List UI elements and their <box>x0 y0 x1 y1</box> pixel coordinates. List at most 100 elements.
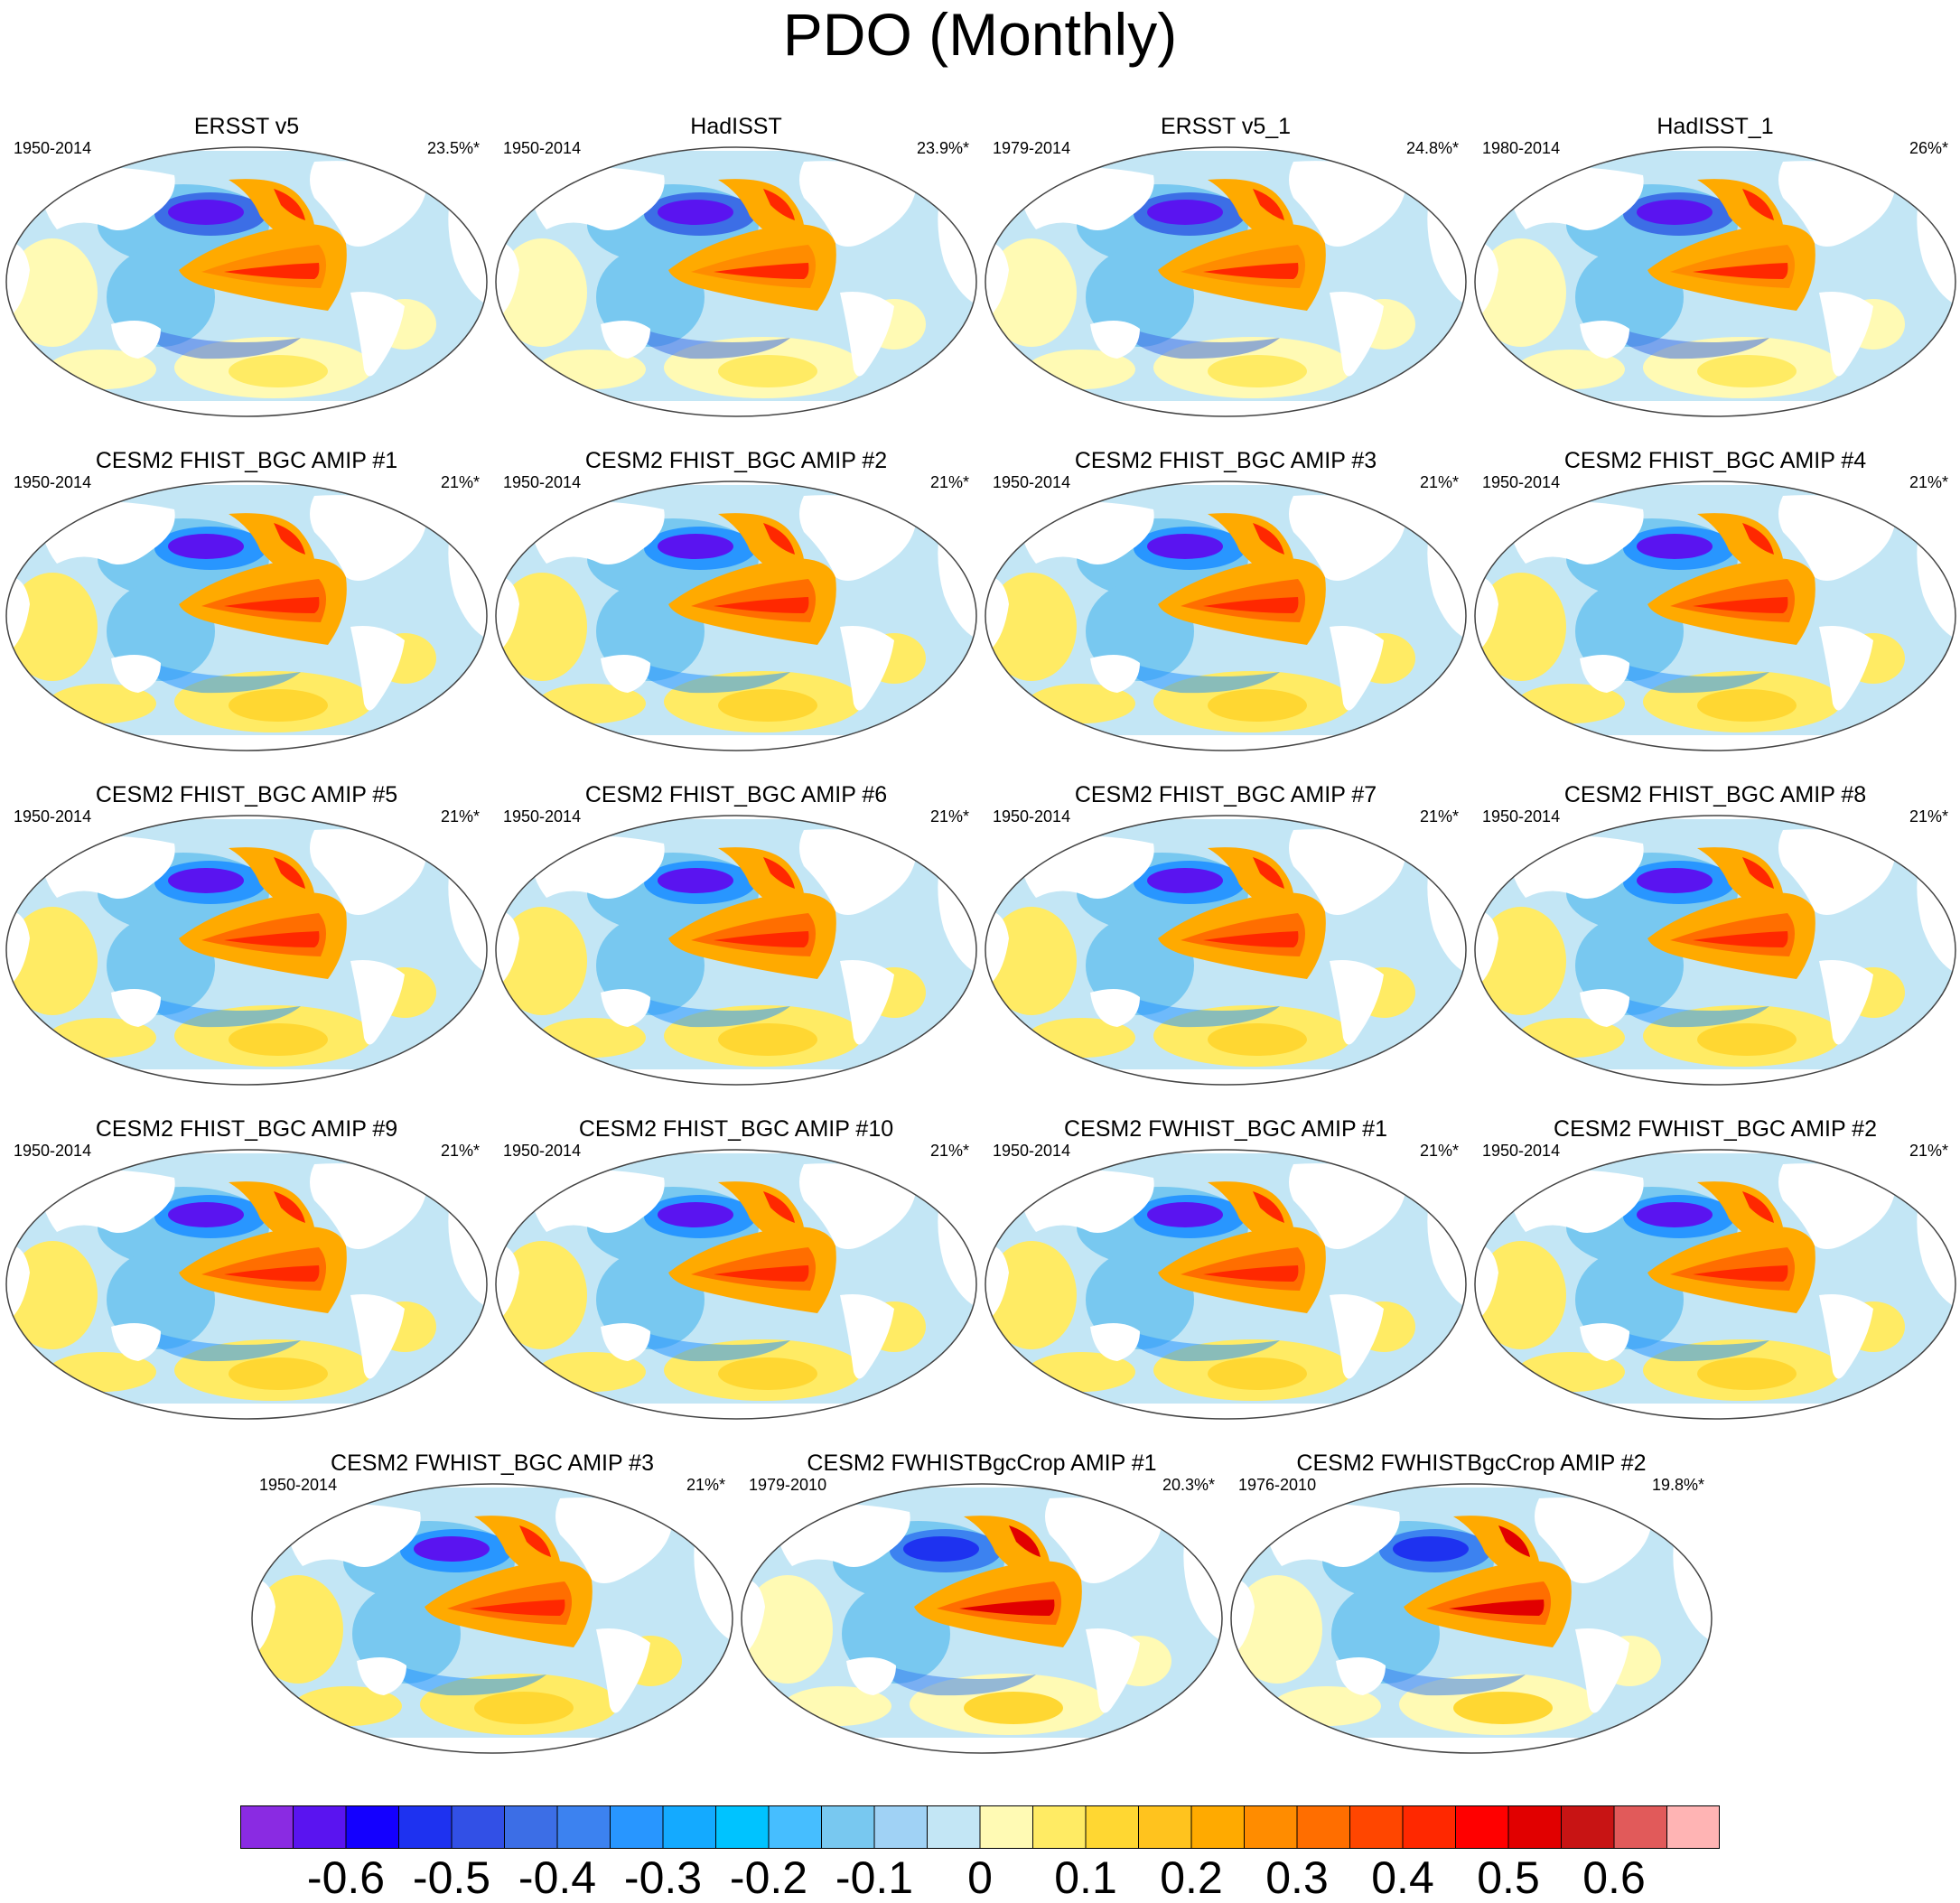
panel-title: CESM2 FWHIST_BGC AMIP #1 <box>1064 1116 1387 1142</box>
land-antarctica <box>1475 401 1955 416</box>
warm-south-pacific-core <box>718 1023 817 1056</box>
land-north-america <box>1289 161 1406 247</box>
land-south-america <box>350 292 405 377</box>
warm-indian-ocean <box>7 907 98 1015</box>
warm-indian-ocean <box>1476 907 1566 1015</box>
colorbar-tick-label: 0.4 <box>1371 1852 1434 1903</box>
land-north-america <box>1289 1163 1406 1249</box>
warm-indian-ocean <box>742 1575 833 1684</box>
colorbar-swatch <box>979 1805 1033 1849</box>
land-australia <box>111 1323 161 1361</box>
land-north-america <box>799 161 917 247</box>
map-panel: HadISST 1950-2014 23.9%* <box>492 113 980 420</box>
panel-variance: 21%* <box>929 473 969 491</box>
cool-south-pacific-band <box>628 1327 790 1362</box>
panel-title: CESM2 FWHIST_BGC AMIP #3 <box>331 1451 654 1476</box>
north-pacific-cold-core <box>1637 1202 1713 1227</box>
land-arctic <box>1475 1150 1955 1153</box>
warm-coast-core <box>274 189 305 220</box>
colorbar-labels: -0.6 -0.5 -0.4 -0.3 -0.2 -0.1 0 0.1 0.2 0.3 0.4 0.5… <box>0 1853 1960 1903</box>
panel-variance: 21%* <box>1909 473 1948 491</box>
land-australia <box>1580 989 1629 1027</box>
land-north-america <box>310 1163 427 1249</box>
panel-variance: 21%* <box>929 807 969 826</box>
land-arctic <box>252 1484 733 1488</box>
panel-title: CESM2 FHIST_BGC AMIP #7 <box>1074 782 1377 807</box>
land-arctic <box>496 816 976 819</box>
pdo-pattern-map <box>985 480 1467 751</box>
panel-variance: 21%* <box>440 473 480 491</box>
map-outline <box>1230 1483 1713 1754</box>
colorbar-tick-label: -0.5 <box>412 1852 491 1903</box>
panel-period: 1950-2014 <box>1482 807 1561 826</box>
north-pacific-cold-core <box>1637 868 1713 893</box>
panel-period: 1979-2014 <box>993 139 1071 157</box>
warm-equatorial-core <box>1693 597 1788 613</box>
warm-south-pacific-core <box>474 1692 574 1724</box>
map-outline <box>495 1149 977 1420</box>
warm-equatorial-core <box>1203 263 1299 279</box>
land-antarctica <box>1475 1404 1955 1419</box>
panel-period: 1950-2014 <box>993 1142 1071 1160</box>
warm-coast-core <box>1009 1525 1041 1557</box>
land-antarctica <box>1475 735 1955 751</box>
warm-south-pacific-core <box>1208 1357 1307 1390</box>
colorbar-swatch <box>768 1805 822 1849</box>
cool-south-pacific-band <box>1117 1327 1280 1362</box>
land-south-america <box>350 960 405 1045</box>
warm-equatorial-core <box>1693 263 1788 279</box>
colorbar-tick-label: -0.3 <box>623 1852 703 1903</box>
warm-indian-ocean <box>986 907 1077 1015</box>
colorbar-swatch <box>293 1805 347 1849</box>
map-outline <box>1474 1149 1956 1420</box>
warm-equatorial-core <box>224 597 320 613</box>
warm-south-pacific-core <box>229 1357 328 1390</box>
map-panel: CESM2 FHIST_BGC AMIP #9 1950-2014 21%* <box>3 1115 490 1423</box>
map-outline <box>495 146 977 417</box>
north-pacific-cold-core <box>168 868 244 893</box>
colorbar-swatch <box>662 1805 716 1849</box>
land-australia <box>1336 1657 1386 1695</box>
land-arctic <box>985 1150 1466 1153</box>
north-pacific-cold-core <box>903 1536 979 1562</box>
warm-south-pacific-core <box>1697 1357 1797 1390</box>
warm-indian-ocean <box>253 1575 343 1684</box>
pdo-pattern-map <box>985 146 1467 417</box>
land-arctic <box>985 481 1466 485</box>
land-south-america <box>1330 292 1384 377</box>
warm-coast-core <box>1253 1191 1284 1223</box>
colorbar-swatch <box>345 1805 399 1849</box>
north-pacific-cold-core <box>1147 1202 1223 1227</box>
land-arctic <box>985 147 1466 151</box>
pdo-pattern-map <box>495 1149 977 1420</box>
warm-coast-core <box>1742 1191 1774 1223</box>
north-pacific-cold-core <box>414 1536 490 1562</box>
colorbar-tick-label: 0.2 <box>1160 1852 1223 1903</box>
warm-south-pacific-core <box>1208 689 1307 722</box>
panel-period: 1976-2010 <box>1238 1476 1317 1494</box>
land-antarctica <box>985 401 1466 416</box>
panel-variance: 21%* <box>440 1142 480 1160</box>
map-panel: CESM2 FHIST_BGC AMIP #10 1950-2014 21%* <box>492 1115 980 1423</box>
land-antarctica <box>985 1404 1466 1419</box>
warm-south-pacific-core <box>1697 1023 1797 1056</box>
north-pacific-cold-core <box>1637 534 1713 559</box>
map-outline <box>495 480 977 751</box>
map-panel: ERSST v5 1950-2014 23.5%* <box>3 113 490 420</box>
warm-equatorial-core <box>714 1265 809 1282</box>
land-australia <box>601 989 650 1027</box>
north-pacific-cold-core <box>168 1202 244 1227</box>
map-outline <box>985 480 1467 751</box>
colorbar-tick-label: -0.2 <box>729 1852 808 1903</box>
warm-coast-core <box>1253 189 1284 220</box>
land-arctic <box>6 816 487 819</box>
cool-south-pacific-band <box>1117 658 1280 694</box>
colorbar-swatch <box>1507 1805 1562 1849</box>
land-north-america <box>1778 1163 1896 1249</box>
panel-period: 1950-2014 <box>14 1142 92 1160</box>
cool-south-pacific-band <box>628 993 790 1028</box>
pdo-pattern-map <box>1230 1483 1713 1754</box>
panel-title: CESM2 FWHIST_BGC AMIP #2 <box>1554 1116 1877 1142</box>
colorbar-swatch <box>873 1805 928 1849</box>
pdo-pattern-map <box>1474 480 1956 751</box>
